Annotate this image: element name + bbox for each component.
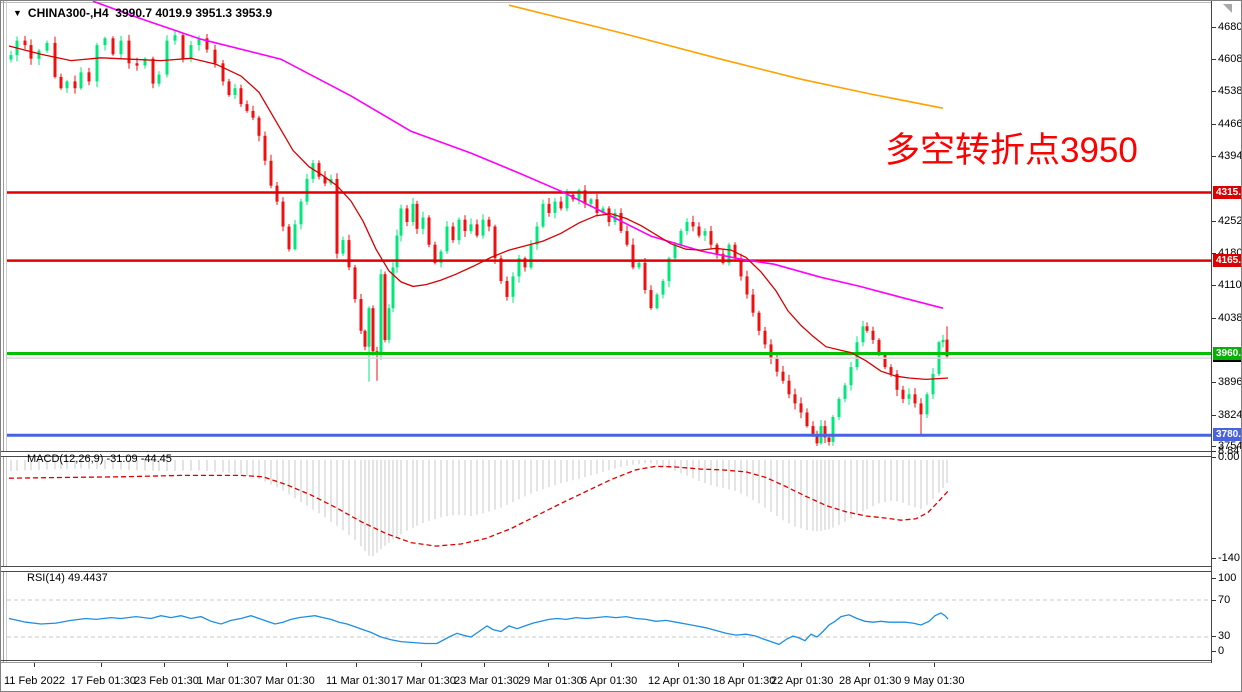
- time-tick: [101, 663, 102, 667]
- time-label: 7 Mar 01:30: [256, 675, 315, 687]
- price-badge: 4315.0: [1213, 186, 1241, 199]
- time-label: 11 Feb 2022: [4, 675, 65, 687]
- time-tick: [484, 663, 485, 667]
- candlestick-series: [9, 29, 949, 446]
- rsi-axis-tick: [1212, 651, 1216, 652]
- panel-divider-macd[interactable]: [1, 451, 1211, 457]
- price-tick-label: 4538.0: [1218, 85, 1242, 97]
- price-annotation-text: 多空转折点3950: [885, 131, 1138, 170]
- price-axis[interactable]: 4680.04608.04538.04466.04394.04252.04180…: [1211, 1, 1242, 663]
- time-axis[interactable]: 11 Feb 2022 17 Feb 01:30 23 Feb 01:30 1 Mar…: [1, 663, 1241, 691]
- macd-axis-label: 8.84: [1218, 445, 1240, 457]
- time-label: 6 Apr 01:30: [581, 675, 638, 687]
- macd-indicator-label: MACD(12,26,9) -31.09 -44.45: [27, 453, 172, 465]
- rsi-axis-label: 100: [1218, 572, 1237, 584]
- price-tick-tick: [1212, 221, 1216, 222]
- time-tick: [164, 663, 165, 667]
- price-badge: 3960.0: [1213, 347, 1241, 360]
- time-tick: [678, 663, 679, 667]
- rsi-axis-tick: [1212, 636, 1216, 637]
- scroll-corner-marker[interactable]: [1223, 4, 1232, 13]
- price-tick-label: 4466.0: [1218, 118, 1242, 130]
- macd-axis-tick: [1212, 451, 1216, 452]
- time-tick: [934, 663, 935, 667]
- price-tick-tick: [1212, 253, 1216, 254]
- time-label: 23 Mar 01:30: [454, 675, 519, 687]
- time-label: 29 Mar 01:30: [518, 675, 583, 687]
- time-tick: [227, 663, 228, 667]
- price-tick-tick: [1212, 124, 1216, 125]
- price-tick-label: 4680.0: [1218, 21, 1242, 33]
- panel-divider-rsi[interactable]: [1, 566, 1211, 572]
- price-tick-tick: [1212, 382, 1216, 383]
- rsi-axis-label: 0: [1218, 645, 1225, 657]
- time-tick: [548, 663, 549, 667]
- price-tick-label: 3896.0: [1218, 376, 1242, 388]
- time-label: 17 Mar 01:30: [391, 675, 456, 687]
- time-label: 22 Apr 01:30: [771, 675, 834, 687]
- window-left-border: [3, 1, 7, 691]
- time-tick: [421, 663, 422, 667]
- symbol-dropdown-icon[interactable]: ▼: [13, 8, 22, 18]
- time-tick: [743, 663, 744, 667]
- chart-title: ▼ CHINA300-,H4 3990.7 4019.9 3951.3 3953.…: [13, 6, 272, 20]
- rsi-axis-tick: [1212, 578, 1216, 579]
- price-badge: 3780.0: [1213, 428, 1241, 441]
- macd-axis-label: -140.44: [1218, 552, 1241, 564]
- price-tick-label: 4252.0: [1218, 215, 1242, 227]
- time-label: 9 May 01:30: [904, 675, 965, 687]
- price-tick-label: 4608.0: [1218, 53, 1242, 65]
- time-tick: [286, 663, 287, 667]
- time-label: 18 Apr 01:30: [713, 675, 776, 687]
- price-tick-tick: [1212, 59, 1216, 60]
- time-tick: [801, 663, 802, 667]
- time-label: 23 Feb 01:30: [134, 675, 199, 687]
- time-tick: [611, 663, 612, 667]
- macd-axis-tick: [1212, 558, 1216, 559]
- time-label: 1 Mar 01:30: [197, 675, 256, 687]
- time-label: 28 Apr 01:30: [839, 675, 902, 687]
- ohlc-values: 3990.7 4019.9 3951.3 3953.9: [115, 6, 273, 20]
- time-tick: [356, 663, 357, 667]
- price-tick-tick: [1212, 446, 1216, 447]
- price-tick-label: 3754.0: [1218, 440, 1242, 452]
- macd-axis-tick: [1212, 457, 1216, 458]
- macd-axis-label: 0.00: [1218, 451, 1240, 463]
- time-tick: [34, 663, 35, 667]
- rsi-indicator-label: RSI(14) 49.4437: [27, 572, 108, 584]
- price-tick-tick: [1212, 91, 1216, 92]
- price-badge: 4165.0: [1213, 254, 1241, 267]
- time-label: 17 Feb 01:30: [71, 675, 136, 687]
- price-tick-label: 3824.0: [1218, 409, 1242, 421]
- price-tick-tick: [1212, 318, 1216, 319]
- price-tick-label: 4394.0: [1218, 150, 1242, 162]
- price-tick-tick: [1212, 415, 1216, 416]
- time-label: 12 Apr 01:30: [648, 675, 711, 687]
- symbol-period-label: CHINA300-,H4: [27, 6, 109, 20]
- rsi-axis-tick: [1212, 600, 1216, 601]
- price-tick-tick: [1212, 156, 1216, 157]
- chart-bottom-border: [1, 660, 1211, 663]
- time-label: 11 Mar 01:30: [326, 675, 391, 687]
- window-top-border: [1, 2, 1241, 3]
- price-tick-tick: [1212, 285, 1216, 286]
- rsi-axis-label: 30: [1218, 630, 1231, 642]
- price-tick-label: 4110.0: [1218, 279, 1242, 291]
- rsi-axis-label: 70: [1218, 594, 1231, 606]
- price-tick-label: 4038.0: [1218, 312, 1242, 324]
- time-tick: [869, 663, 870, 667]
- price-tick-tick: [1212, 27, 1216, 28]
